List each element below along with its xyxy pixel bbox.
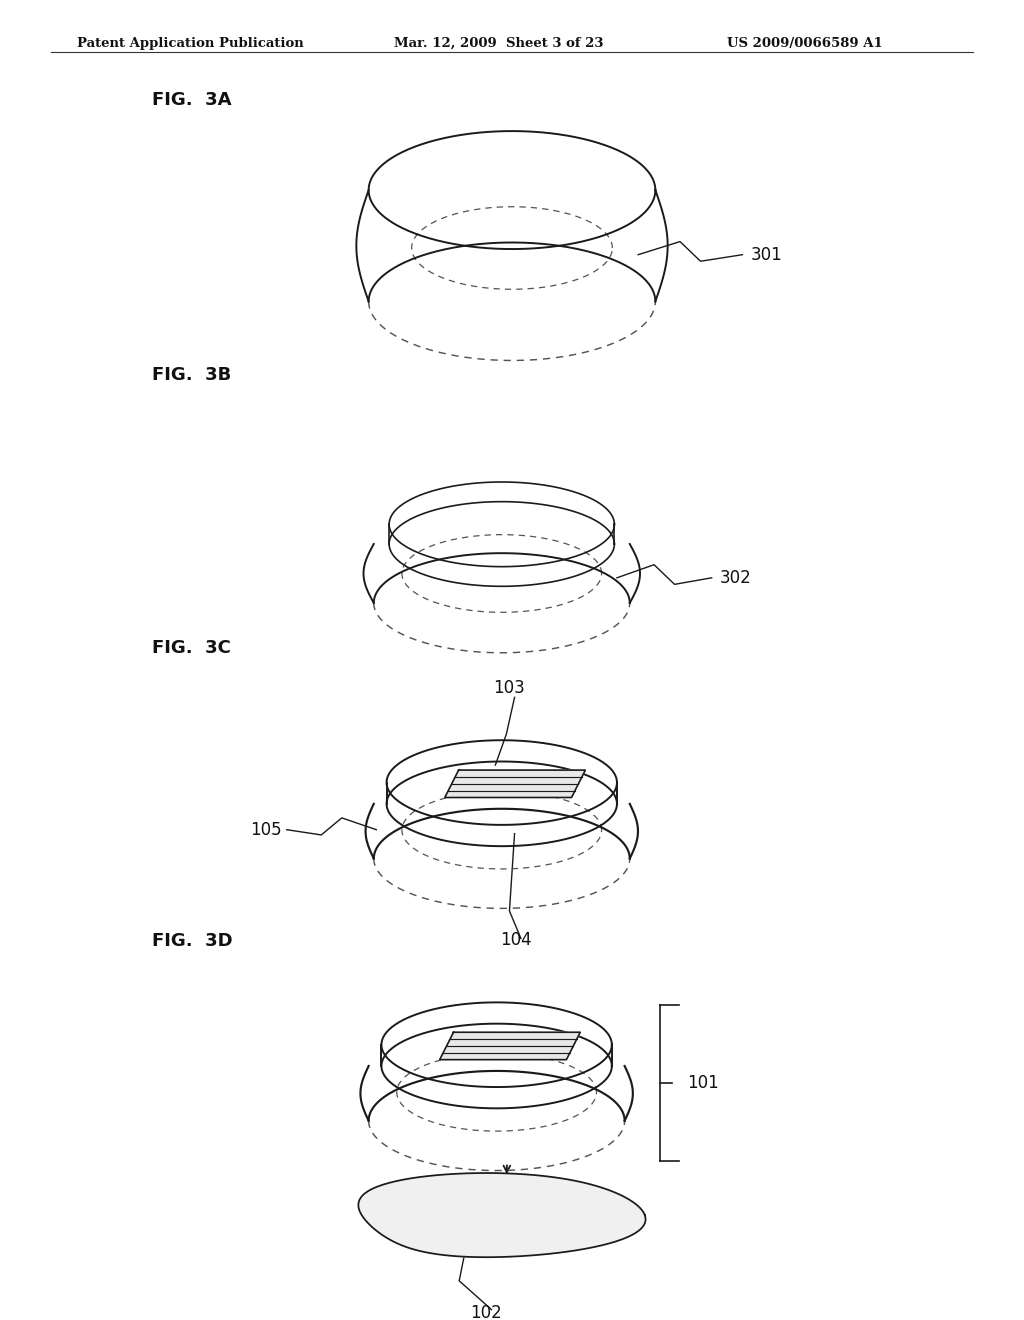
Polygon shape	[358, 1173, 645, 1257]
Text: FIG.  3D: FIG. 3D	[152, 932, 232, 950]
Text: Patent Application Publication: Patent Application Publication	[77, 37, 303, 50]
Text: 105: 105	[250, 821, 282, 838]
Text: 102: 102	[470, 1304, 503, 1320]
Polygon shape	[444, 770, 586, 797]
Polygon shape	[439, 1032, 581, 1060]
Text: FIG.  3B: FIG. 3B	[152, 366, 230, 384]
Text: FIG.  3C: FIG. 3C	[152, 639, 230, 657]
Text: 103: 103	[494, 680, 525, 697]
Text: 104: 104	[500, 931, 531, 949]
Text: 301: 301	[751, 246, 782, 264]
Text: FIG.  3A: FIG. 3A	[152, 91, 231, 108]
Text: 302: 302	[720, 569, 752, 587]
Text: US 2009/0066589 A1: US 2009/0066589 A1	[727, 37, 883, 50]
Text: Mar. 12, 2009  Sheet 3 of 23: Mar. 12, 2009 Sheet 3 of 23	[394, 37, 604, 50]
Text: 101: 101	[687, 1073, 719, 1092]
